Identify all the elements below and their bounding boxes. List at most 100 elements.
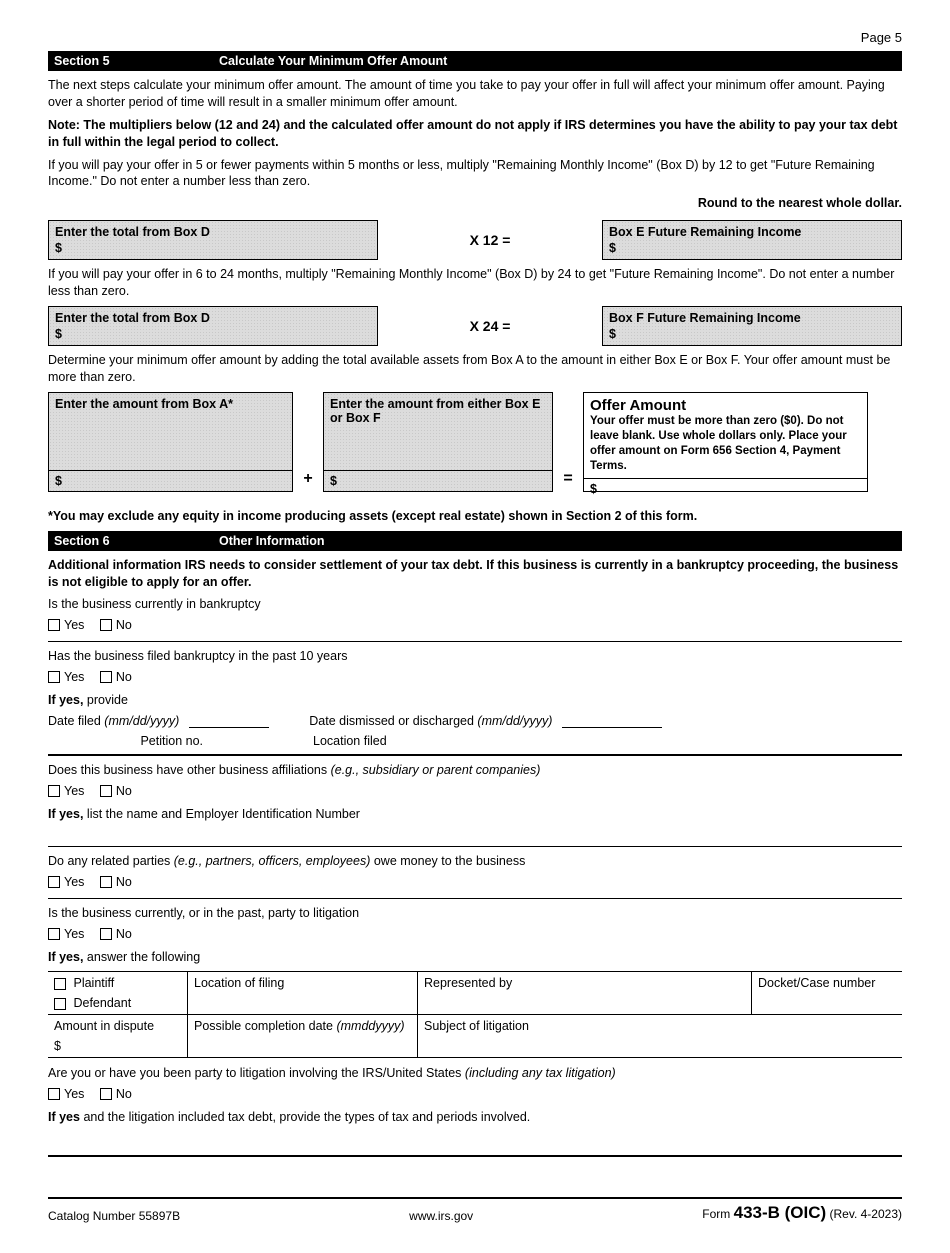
yes-label-4: Yes — [64, 875, 84, 889]
tax-cont: and the litigation included tax debt, pr… — [80, 1110, 530, 1124]
checkbox-bankrupt-past-no[interactable] — [100, 671, 112, 683]
no-label-5: No — [116, 927, 132, 941]
section5-note: Note: The multipliers below (12 and 24) … — [48, 117, 902, 151]
section5-intro: The next steps calculate your minimum of… — [48, 77, 902, 111]
checkbox-bankrupt-past-yes[interactable] — [48, 671, 60, 683]
ifyes-provide: If yes, — [48, 693, 83, 707]
date-filed-label: Date filed — [48, 714, 104, 728]
date-dismissed-label: Date dismissed or discharged — [309, 714, 477, 728]
offer-amount-box[interactable]: Offer Amount Your offer must be more tha… — [583, 392, 868, 492]
date-filed-fmt: (mm/dd/yyyy) — [104, 714, 179, 728]
yes-label-3: Yes — [64, 784, 84, 798]
section6-num: Section 6 — [54, 534, 219, 548]
multiply-24: X 24 = — [378, 306, 602, 346]
round-note: Round to the nearest whole dollar. — [48, 196, 902, 210]
irs-litigation-eg: (including any tax litigation) — [465, 1066, 616, 1080]
checkbox-affiliations-yes[interactable] — [48, 785, 60, 797]
yes-label: Yes — [64, 618, 84, 632]
checkbox-defendant[interactable] — [54, 998, 66, 1010]
multiply-12: X 12 = — [378, 220, 602, 260]
q-related: Do any related parties — [48, 854, 174, 868]
section5-footnote: *You may exclude any equity in income pr… — [48, 508, 902, 525]
q-bankrupt-past: Has the business filed bankruptcy in the… — [48, 649, 902, 663]
box-ef-dollar: $ — [324, 470, 552, 491]
box-f-dollar: $ — [609, 327, 895, 341]
checkbox-related-yes[interactable] — [48, 876, 60, 888]
amount-dispute-dollar: $ — [54, 1039, 181, 1053]
no-label-6: No — [116, 1087, 132, 1101]
checkbox-irs-litigation-no[interactable] — [100, 1088, 112, 1100]
checkbox-related-no[interactable] — [100, 876, 112, 888]
represented-by-label: Represented by — [418, 972, 752, 1014]
affiliations-eg: (e.g., subsidiary or parent companies) — [331, 763, 541, 777]
box-d-input-12[interactable]: Enter the total from Box D $ — [48, 220, 378, 260]
location-filed-label: Location filed — [313, 734, 387, 748]
petition-no-label: Petition no. — [48, 734, 203, 748]
possible-completion-label: Possible completion date — [194, 1019, 336, 1033]
no-label-2: No — [116, 670, 132, 684]
litigation-row2: Amount in dispute $ Possible completion … — [48, 1015, 902, 1058]
box-f-output[interactable]: Box F Future Remaining Income $ — [602, 306, 902, 346]
box-e-label: Box E Future Remaining Income — [609, 225, 895, 239]
checkbox-irs-litigation-yes[interactable] — [48, 1088, 60, 1100]
footer-url: www.irs.gov — [409, 1209, 473, 1223]
q-affiliations: Does this business have other business a… — [48, 763, 331, 777]
box-ef-input[interactable]: Enter the amount from either Box E or Bo… — [323, 392, 553, 492]
checkbox-bankrupt-now-no[interactable] — [100, 619, 112, 631]
box-d-input-24[interactable]: Enter the total from Box D $ — [48, 306, 378, 346]
date-filed-input[interactable] — [189, 714, 269, 728]
calc-row-12: Enter the total from Box D $ X 12 = Box … — [48, 220, 902, 260]
box-e-output[interactable]: Box E Future Remaining Income $ — [602, 220, 902, 260]
list-ein-text: list the name and Employer Identificatio… — [83, 807, 360, 821]
yes-label-5: Yes — [64, 927, 84, 941]
yes-label-6: Yes — [64, 1087, 84, 1101]
defendant-label: Defendant — [73, 996, 131, 1010]
docket-label: Docket/Case number — [752, 972, 902, 1014]
section6-header: Section 6 Other Information — [48, 531, 902, 551]
section5-if6to24: If you will pay your offer in 6 to 24 mo… — [48, 266, 902, 300]
section6-title: Other Information — [219, 534, 325, 548]
form-rev: (Rev. 4-2023) — [826, 1207, 902, 1221]
checkbox-affiliations-no[interactable] — [100, 785, 112, 797]
box-a-input[interactable]: Enter the amount from Box A* $ — [48, 392, 293, 492]
checkbox-bankrupt-now-yes[interactable] — [48, 619, 60, 631]
page-footer: Catalog Number 55897B www.irs.gov Form 4… — [48, 1197, 902, 1223]
location-filing-label: Location of filing — [188, 972, 418, 1014]
date-dismissed-fmt: (mm/dd/yyyy) — [477, 714, 552, 728]
amount-dispute-label: Amount in dispute — [54, 1019, 181, 1033]
box-f-label: Box F Future Remaining Income — [609, 311, 895, 325]
subject-litigation-label: Subject of litigation — [418, 1015, 902, 1057]
catalog-number: Catalog Number 55897B — [48, 1209, 180, 1223]
form-number: 433-B (OIC) — [734, 1203, 827, 1222]
yes-label-2: Yes — [64, 670, 84, 684]
offer-title: Offer Amount — [590, 397, 861, 414]
plus-op: + — [293, 392, 323, 492]
no-label-4: No — [116, 875, 132, 889]
checkbox-litigation-no[interactable] — [100, 928, 112, 940]
box-a-label: Enter the amount from Box A* — [55, 397, 233, 411]
no-label-3: No — [116, 784, 132, 798]
box-ef-label: Enter the amount from either Box E or Bo… — [330, 397, 540, 425]
box-d-dollar-24: $ — [55, 327, 371, 341]
page-number: Page 5 — [48, 30, 902, 45]
date-dismissed-input[interactable] — [562, 714, 662, 728]
checkbox-plaintiff[interactable] — [54, 978, 66, 990]
calc-row-24: Enter the total from Box D $ X 24 = Box … — [48, 306, 902, 346]
offer-dollar: $ — [584, 478, 867, 499]
checkbox-litigation-yes[interactable] — [48, 928, 60, 940]
provide-text: provide — [83, 693, 127, 707]
section5-determine: Determine your minimum offer amount by a… — [48, 352, 902, 386]
box-d-dollar: $ — [55, 241, 371, 255]
equals-op: = — [553, 392, 583, 492]
section6-intro: Additional information IRS needs to cons… — [48, 557, 902, 591]
offer-note: Your offer must be more than zero ($0). … — [590, 414, 861, 474]
q-litigation: Is the business currently, or in the pas… — [48, 906, 902, 920]
related-eg: (e.g., partners, officers, employees) — [174, 854, 371, 868]
section5-if5: If you will pay your offer in 5 or fewer… — [48, 157, 902, 191]
form-word: Form — [702, 1207, 733, 1221]
litigation-table: Plaintiff Defendant Location of filing R… — [48, 971, 902, 1015]
plaintiff-label: Plaintiff — [73, 976, 114, 990]
related-cont: owe money to the business — [370, 854, 525, 868]
section5-num: Section 5 — [54, 54, 219, 68]
no-label: No — [116, 618, 132, 632]
